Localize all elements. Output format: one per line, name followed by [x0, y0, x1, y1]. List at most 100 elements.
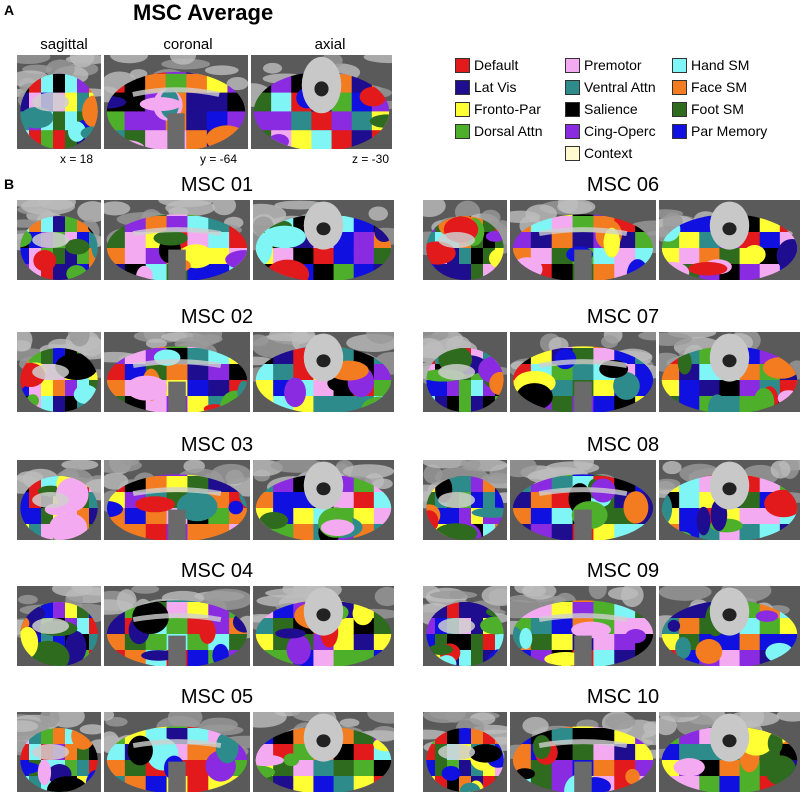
- legend-item: Default: [455, 56, 518, 74]
- brain-slice-image: [659, 200, 800, 280]
- brain-slice-image: [510, 332, 656, 412]
- brain-slice-image: [17, 586, 101, 666]
- brain-slice-image: [251, 55, 392, 149]
- coronal-slice: [510, 712, 656, 792]
- legend-item: Cing-Operc: [565, 122, 656, 140]
- brain-slice-image: [104, 200, 250, 280]
- legend-swatch: [672, 79, 687, 95]
- view-label-coronal: coronal: [163, 36, 213, 53]
- legend-swatch: [455, 123, 470, 139]
- legend-label: Face SM: [691, 79, 748, 95]
- legend-swatch: [672, 123, 687, 139]
- coord-coronal: y = -64: [200, 152, 238, 166]
- brain-slice-image: [253, 460, 394, 540]
- legend-swatch: [455, 57, 470, 73]
- sagittal-slice: [423, 200, 507, 280]
- brain-slice-image: [253, 332, 394, 412]
- brain-slice-image: [510, 712, 656, 792]
- legend-swatch: [455, 79, 470, 95]
- sagittal-slice: [423, 712, 507, 792]
- legend-swatch: [565, 57, 580, 73]
- axial-slice: [659, 586, 800, 666]
- brain-slice-image: [423, 200, 507, 280]
- legend-swatch: [455, 101, 470, 117]
- brain-slice-image: [510, 200, 656, 280]
- brain-slice-image: [104, 55, 248, 149]
- legend-item: Par Memory: [672, 122, 767, 140]
- legend-item: Context: [565, 144, 632, 162]
- brain-slice-image: [104, 586, 250, 666]
- legend-label: Dorsal Attn: [474, 123, 543, 139]
- axial-slice: [659, 200, 800, 280]
- subject-title: MSC 06: [586, 174, 660, 196]
- coronal-slice: [104, 460, 250, 540]
- axial-slice: [253, 712, 394, 792]
- sagittal-slice: [17, 55, 101, 149]
- brain-slice-image: [510, 586, 656, 666]
- brain-slice-image: [423, 460, 507, 540]
- sagittal-slice: [17, 586, 101, 666]
- coronal-slice: [104, 712, 250, 792]
- legend-swatch: [565, 101, 580, 117]
- sagittal-slice: [17, 332, 101, 412]
- panel-b-letter: B: [4, 176, 15, 192]
- legend-swatch: [565, 79, 580, 95]
- brain-slice-image: [253, 586, 394, 666]
- coronal-slice: [104, 332, 250, 412]
- legend-item: Hand SM: [672, 56, 749, 74]
- view-label-sagittal: sagittal: [40, 36, 88, 53]
- coronal-slice: [104, 55, 248, 149]
- legend-item: Dorsal Attn: [455, 122, 542, 140]
- coronal-slice: [104, 586, 250, 666]
- axial-slice: [659, 460, 800, 540]
- brain-slice-image: [253, 712, 394, 792]
- coronal-slice: [510, 200, 656, 280]
- legend-item: Foot SM: [672, 100, 744, 118]
- subject-title: MSC 05: [180, 686, 254, 708]
- sagittal-slice: [423, 460, 507, 540]
- subject-title: MSC 01: [180, 174, 254, 196]
- brain-slice-image: [659, 712, 800, 792]
- legend-item: Ventral Attn: [565, 78, 656, 96]
- axial-slice: [253, 460, 394, 540]
- axial-slice: [253, 586, 394, 666]
- average-title: MSC Average: [133, 0, 274, 25]
- axial-slice: [253, 332, 394, 412]
- legend-label: Context: [584, 145, 633, 161]
- panel-a-letter: A: [4, 2, 15, 18]
- brain-slice-image: [17, 332, 101, 412]
- axial-slice: [251, 55, 392, 149]
- coronal-slice: [104, 200, 250, 280]
- brain-slice-image: [17, 55, 101, 149]
- coronal-slice: [510, 460, 656, 540]
- brain-slice-image: [17, 712, 101, 792]
- legend-swatch: [565, 145, 580, 161]
- sagittal-slice: [17, 460, 101, 540]
- legend-item: Lat Vis: [455, 78, 517, 96]
- legend-item: Fronto-Par: [455, 100, 541, 118]
- brain-slice-image: [423, 332, 507, 412]
- axial-slice: [253, 200, 394, 280]
- subject-title: MSC 03: [180, 434, 254, 456]
- legend-label: Salience: [584, 101, 638, 117]
- subject-title: MSC 02: [180, 306, 254, 328]
- brain-slice-image: [253, 200, 394, 280]
- sagittal-slice: [17, 712, 101, 792]
- legend-item: Premotor: [565, 56, 642, 74]
- legend-swatch: [672, 57, 687, 73]
- brain-slice-image: [17, 460, 101, 540]
- view-label-axial: axial: [314, 36, 346, 53]
- sagittal-slice: [423, 332, 507, 412]
- brain-slice-image: [423, 712, 507, 792]
- brain-slice-image: [510, 460, 656, 540]
- legend-label: Foot SM: [691, 101, 744, 117]
- subject-title: MSC 04: [180, 560, 254, 582]
- brain-slice-image: [17, 200, 101, 280]
- sagittal-slice: [423, 586, 507, 666]
- legend-label: Hand SM: [691, 57, 750, 73]
- subject-title: MSC 10: [586, 686, 660, 708]
- sagittal-slice: [17, 200, 101, 280]
- legend-swatch: [672, 101, 687, 117]
- brain-slice-image: [104, 460, 250, 540]
- legend-label: Cing-Operc: [584, 123, 656, 139]
